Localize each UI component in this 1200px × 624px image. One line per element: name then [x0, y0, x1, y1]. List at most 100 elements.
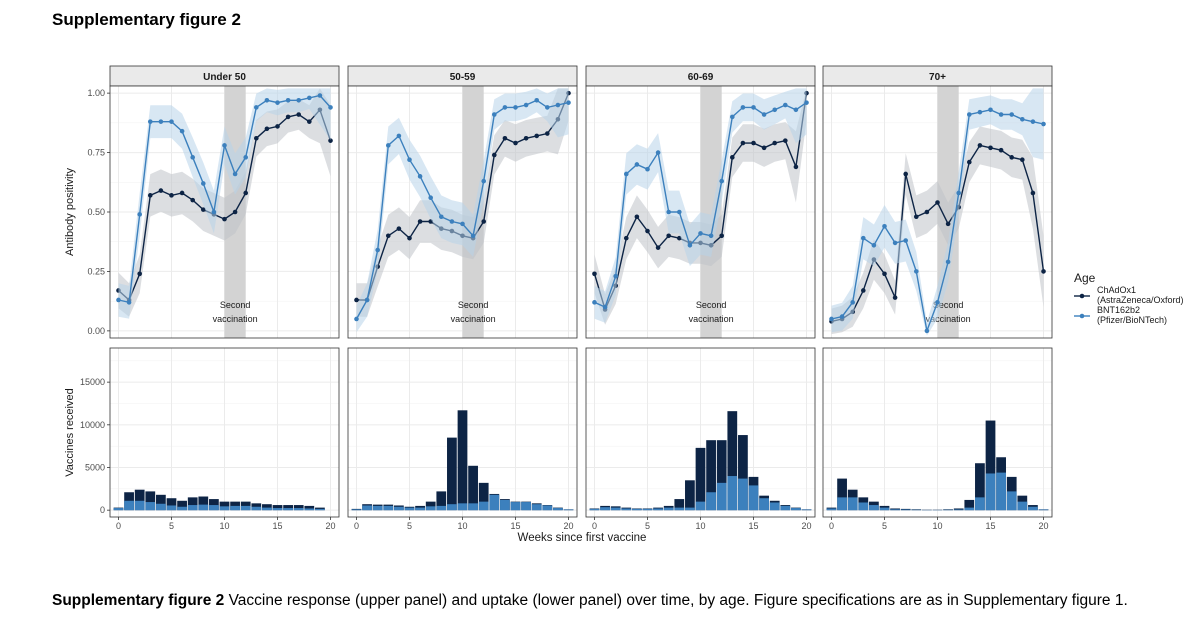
bnt-point	[385, 143, 391, 148]
chadox1-point	[666, 233, 671, 239]
bar-bnt	[1038, 509, 1049, 511]
chadox1-confidence-ribbon	[831, 126, 1044, 335]
bnt-confidence-ribbon	[356, 88, 569, 333]
bar-chadox1	[293, 505, 304, 511]
chadox1-point	[988, 145, 993, 151]
bar-bnt	[219, 506, 230, 511]
bar-chadox1	[145, 491, 156, 511]
positivity-panel-60-69: 60-69 Second vaccination	[585, 65, 816, 339]
bnt-point	[829, 316, 834, 322]
chadox1-point	[634, 214, 640, 220]
bar-bnt	[642, 508, 653, 511]
bnt-point	[264, 97, 270, 103]
bar-chadox1	[716, 440, 727, 511]
bar-bnt	[542, 505, 553, 511]
panel-strip-label: 50-59	[450, 72, 476, 83]
bar-bnt	[1017, 501, 1028, 511]
figure-caption: Supplementary figure 2 Vaccine response …	[52, 592, 1128, 610]
chadox1-point	[903, 171, 908, 177]
bar-chadox1	[953, 508, 964, 511]
x-tick-label: 5	[407, 521, 412, 531]
bar-bnt	[610, 507, 621, 511]
bnt-point	[232, 171, 238, 177]
bar-chadox1	[837, 478, 847, 511]
bar-bnt	[716, 482, 727, 511]
panel-strip-label: Under 50	[203, 72, 246, 83]
bnt-point	[719, 178, 725, 184]
chadox1-point	[892, 295, 898, 300]
bar-chadox1	[283, 505, 293, 511]
bnt-point	[645, 166, 650, 172]
uptake-panel-70-	[822, 347, 1053, 518]
chadox1-point	[296, 112, 302, 117]
chadox1-point	[945, 221, 951, 227]
y-tick-label: 5000	[85, 462, 105, 472]
panel-border	[585, 85, 816, 339]
bnt-point	[407, 157, 412, 162]
chadox1-point	[676, 235, 682, 241]
bnt-point	[1030, 119, 1036, 124]
bnt-point	[513, 105, 518, 110]
bar-bnt	[685, 507, 695, 511]
bnt-point	[354, 316, 359, 322]
bar-bnt	[589, 508, 600, 511]
chadox1-point	[492, 152, 497, 158]
bnt-point	[492, 112, 497, 117]
bar-bnt	[293, 508, 304, 511]
x-tick-label: 15	[986, 521, 996, 531]
bar-chadox1	[674, 499, 685, 511]
bar-bnt	[769, 502, 780, 511]
second-vaccination-shade	[700, 86, 722, 338]
chadox1-point	[396, 226, 402, 231]
bar-chadox1	[425, 501, 436, 511]
legend: AgeChAdOx1(AstraZeneca/Oxford)BNT162b2(P…	[1074, 271, 1184, 325]
chadox1-point	[1020, 157, 1025, 162]
bar-bnt	[240, 505, 251, 511]
x-tick-label: 15	[511, 521, 521, 531]
bnt-point	[481, 178, 487, 184]
bar-bnt	[415, 507, 425, 511]
bnt-legend-label-line1: BNT162b2	[1097, 305, 1140, 315]
bnt-point	[698, 231, 703, 236]
bar-bnt	[837, 497, 847, 511]
bnt-point	[211, 209, 217, 215]
bar-bnt	[145, 502, 156, 511]
chadox1-point	[407, 235, 412, 241]
shade-label-line2: vaccination	[213, 314, 258, 324]
shade-label-line1: Second	[458, 300, 489, 310]
bar-bnt	[315, 508, 325, 511]
bar-bnt	[447, 504, 457, 511]
bnt-point	[708, 233, 714, 239]
bar-chadox1	[156, 494, 166, 511]
bnt-point	[200, 181, 206, 186]
bnt-point	[956, 190, 962, 196]
bnt-point	[285, 97, 291, 103]
chadox1-point	[793, 164, 799, 170]
bnt-point	[1041, 121, 1046, 127]
bar-bnt	[632, 508, 642, 511]
bar-bnt	[134, 500, 145, 511]
bar-bnt	[383, 505, 394, 511]
bnt-point	[470, 233, 476, 239]
uptake-panel-60-69	[585, 347, 816, 518]
bnt-point	[147, 119, 153, 124]
bar-chadox1	[209, 499, 219, 511]
chadox1-legend-label-line1: ChAdOx1	[1097, 285, 1136, 295]
bar-bnt	[166, 505, 177, 511]
bar-bnt	[985, 473, 996, 511]
chadox1-point	[772, 140, 778, 146]
bnt-point	[502, 105, 508, 110]
bar-chadox1	[198, 496, 209, 511]
bar-bnt	[975, 497, 985, 511]
chadox1-point	[275, 124, 280, 129]
bar-bnt	[869, 505, 879, 511]
x-tick-label: 20	[326, 521, 336, 531]
x-tick-label: 5	[882, 521, 887, 531]
shade-label-line2: vaccination	[451, 314, 496, 324]
bar-chadox1	[457, 410, 468, 511]
chadox1-point	[935, 200, 940, 205]
bnt-point	[676, 209, 682, 215]
bnt-point	[1009, 112, 1015, 117]
bnt-point	[158, 119, 164, 124]
bnt-point	[523, 102, 529, 108]
